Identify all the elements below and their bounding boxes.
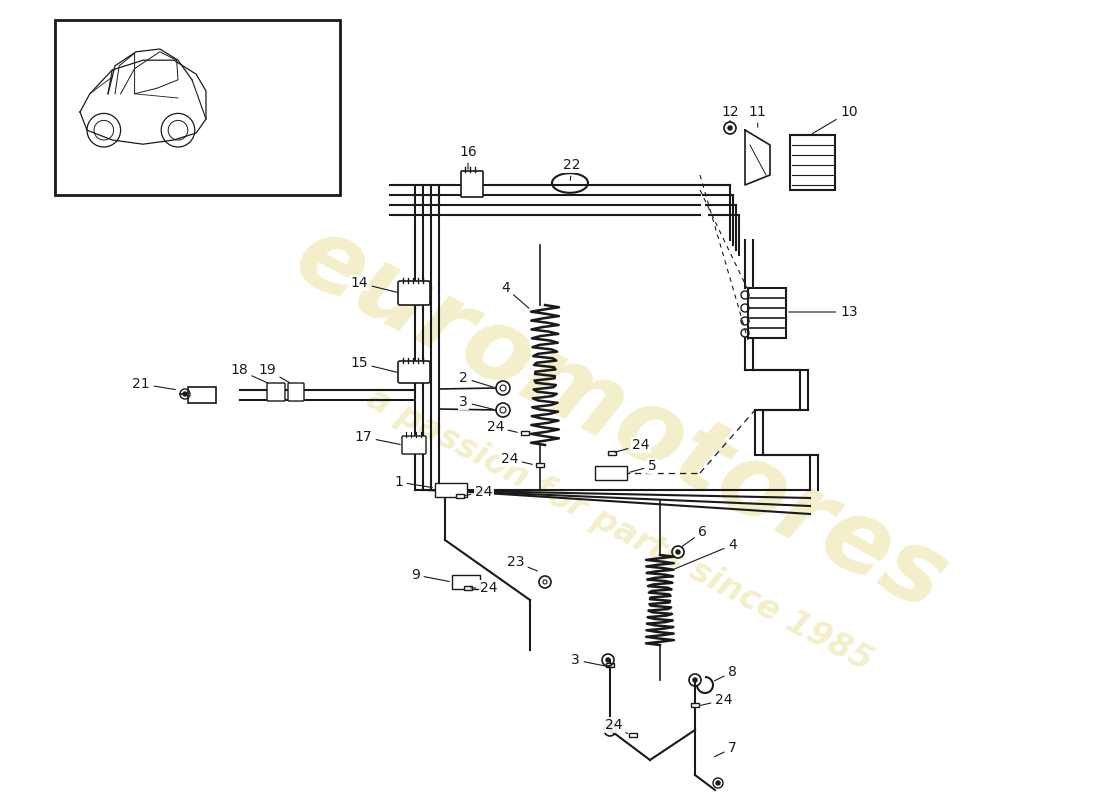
Bar xyxy=(536,462,544,467)
Text: 9: 9 xyxy=(411,568,449,582)
FancyBboxPatch shape xyxy=(402,436,426,454)
FancyBboxPatch shape xyxy=(288,383,304,401)
FancyBboxPatch shape xyxy=(398,281,430,305)
Text: 10: 10 xyxy=(813,105,858,134)
Bar xyxy=(606,662,614,667)
Bar xyxy=(629,733,637,738)
Text: 23: 23 xyxy=(506,555,538,571)
Text: 13: 13 xyxy=(789,305,858,319)
Bar xyxy=(595,466,627,480)
Bar xyxy=(55,20,340,195)
Bar xyxy=(521,430,529,435)
Text: 12: 12 xyxy=(722,105,739,122)
Bar xyxy=(188,387,216,403)
Text: 1: 1 xyxy=(394,475,432,489)
Text: 17: 17 xyxy=(354,430,400,445)
Text: euromotores: euromotores xyxy=(278,207,962,633)
Circle shape xyxy=(608,728,612,732)
Text: 2: 2 xyxy=(460,371,493,387)
Bar xyxy=(456,494,464,498)
Text: 24: 24 xyxy=(471,581,497,595)
Text: 6: 6 xyxy=(682,525,707,546)
Bar xyxy=(464,586,472,590)
Text: 5: 5 xyxy=(629,459,657,473)
Bar xyxy=(691,702,698,707)
Bar xyxy=(434,483,468,497)
Text: 18: 18 xyxy=(230,363,267,383)
Text: 8: 8 xyxy=(715,665,737,681)
Text: 24: 24 xyxy=(701,693,733,707)
Bar xyxy=(748,288,786,338)
Text: 19: 19 xyxy=(258,363,289,382)
FancyBboxPatch shape xyxy=(398,361,430,383)
Text: 22: 22 xyxy=(563,158,581,180)
Circle shape xyxy=(728,126,732,130)
FancyBboxPatch shape xyxy=(461,171,483,197)
Text: 21: 21 xyxy=(132,377,175,391)
Bar xyxy=(608,450,616,455)
Circle shape xyxy=(693,678,697,682)
Text: 24: 24 xyxy=(486,420,517,434)
Text: 14: 14 xyxy=(351,276,397,292)
Bar xyxy=(790,135,835,190)
Text: a passion for parts since 1985: a passion for parts since 1985 xyxy=(362,382,879,678)
Text: 24: 24 xyxy=(500,452,532,466)
Text: 3: 3 xyxy=(460,395,493,410)
FancyBboxPatch shape xyxy=(267,383,285,401)
Circle shape xyxy=(676,550,680,554)
Text: 3: 3 xyxy=(571,653,613,667)
Text: 4: 4 xyxy=(674,538,737,569)
Bar xyxy=(452,575,480,589)
Circle shape xyxy=(183,392,187,396)
Text: 24: 24 xyxy=(615,438,649,452)
Text: 15: 15 xyxy=(351,356,397,372)
Text: 16: 16 xyxy=(459,145,477,170)
Text: 7: 7 xyxy=(715,741,737,757)
Text: 24: 24 xyxy=(464,485,493,499)
Text: 4: 4 xyxy=(502,281,529,308)
Circle shape xyxy=(606,658,610,662)
Text: 24: 24 xyxy=(605,718,628,734)
Circle shape xyxy=(716,781,720,785)
Text: 11: 11 xyxy=(748,105,766,127)
